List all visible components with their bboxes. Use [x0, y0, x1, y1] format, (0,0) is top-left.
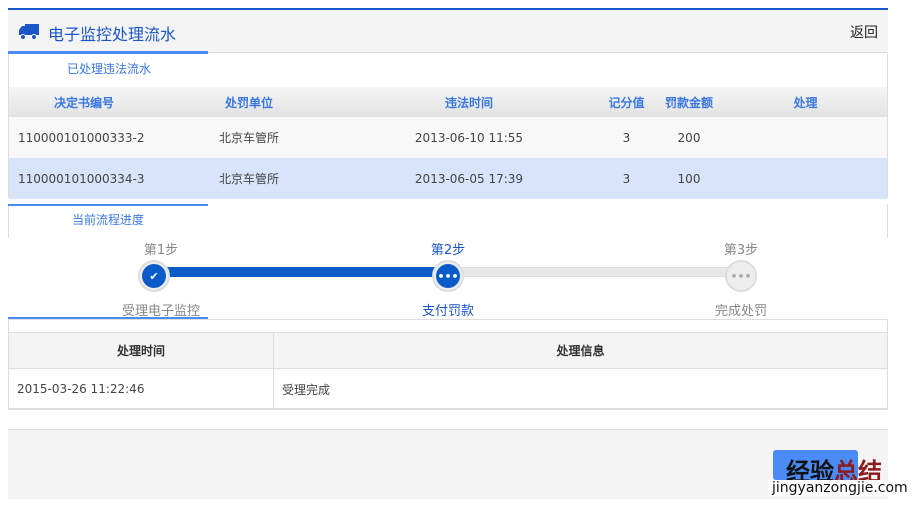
ellipsis-icon: ••• [436, 264, 460, 288]
action-button[interactable] [773, 450, 858, 480]
cell-points: 3 [622, 171, 631, 186]
tab-indicator [8, 204, 208, 206]
truck-icon [19, 24, 39, 40]
step-1-title: 第1步 [143, 243, 179, 258]
processed-violations-section: 已处理违法流水 决定书编号 处罚单位 违法时间 记分值 罚款金额 处理 1100… [8, 54, 888, 199]
page-title: 电子监控处理流水 [48, 25, 177, 44]
step-3-name: 完成处罚 [714, 304, 767, 319]
cell-time: 2015-03-26 11:22:46 [8, 368, 274, 410]
process-log-section: 处理时间 处理信息 2015-03-26 11:22:46 受理完成 [8, 319, 888, 410]
col-header: 处理信息 [273, 332, 888, 369]
back-link[interactable]: 返回 [850, 25, 878, 41]
cell-id: 110000101000334-3 [18, 171, 145, 186]
step-3-node: ••• [725, 260, 757, 292]
violations-table: 决定书编号 处罚单位 违法时间 记分值 罚款金额 处理 110000101000… [9, 87, 887, 199]
page-header: 电子监控处理流水 返回 [8, 8, 888, 53]
cell-action[interactable] [724, 117, 887, 158]
cell-id: 110000101000333-2 [18, 130, 145, 145]
table-row[interactable]: 110000101000334-3 北京车管所 2013-06-05 17:39… [9, 158, 887, 199]
tab-indicator [8, 317, 208, 320]
step-2-title: 第2步 [430, 243, 466, 258]
step-1-name: 受理电子监控 [121, 304, 200, 319]
step-2-name: 支付罚款 [421, 304, 474, 319]
progress-section: 当前流程进度 [8, 204, 888, 238]
table-row[interactable]: 110000101000333-2 北京车管所 2013-06-10 11:55… [9, 117, 887, 158]
cell-time: 2013-06-10 11:55 [414, 130, 524, 145]
cell-time: 2013-06-05 17:39 [414, 171, 524, 186]
col-header: 罚款金额 [654, 87, 724, 117]
col-header: 处理时间 [8, 332, 274, 369]
cell-points: 3 [622, 130, 631, 145]
table-row: 2015-03-26 11:22:46 受理完成 [8, 368, 888, 410]
col-header: 违法时间 [339, 87, 599, 117]
step-2-node: ••• [432, 260, 464, 292]
cell-unit: 北京车管所 [218, 131, 279, 145]
tab-indicator [8, 51, 208, 54]
cell-info: 受理完成 [273, 368, 888, 410]
cell-fine: 100 [677, 171, 701, 186]
col-header: 处理 [724, 87, 887, 117]
step-3-title: 第3步 [723, 243, 759, 258]
col-header: 处罚单位 [159, 87, 339, 117]
progress-fill [155, 267, 449, 277]
tab-current-progress[interactable]: 当前流程进度 [72, 213, 145, 227]
watermark-url: jingyanzongjie.com [768, 480, 912, 496]
process-log-table: 处理时间 处理信息 2015-03-26 11:22:46 受理完成 [8, 332, 888, 410]
check-icon: ✔ [142, 264, 166, 288]
step-1-node: ✔ [138, 260, 170, 292]
col-header: 决定书编号 [9, 87, 159, 117]
cell-fine: 200 [677, 130, 701, 145]
progress-steps: 第1步 ✔ 受理电子监控 第2步 ••• 支付罚款 第3步 ••• 完成处罚 [0, 238, 921, 319]
col-header: 记分值 [599, 87, 654, 117]
footer-bar [8, 429, 888, 499]
ellipsis-icon: ••• [729, 264, 753, 288]
tab-processed-violations[interactable]: 已处理违法流水 [67, 62, 152, 76]
cell-action[interactable] [724, 158, 887, 199]
cell-unit: 北京车管所 [218, 172, 279, 186]
